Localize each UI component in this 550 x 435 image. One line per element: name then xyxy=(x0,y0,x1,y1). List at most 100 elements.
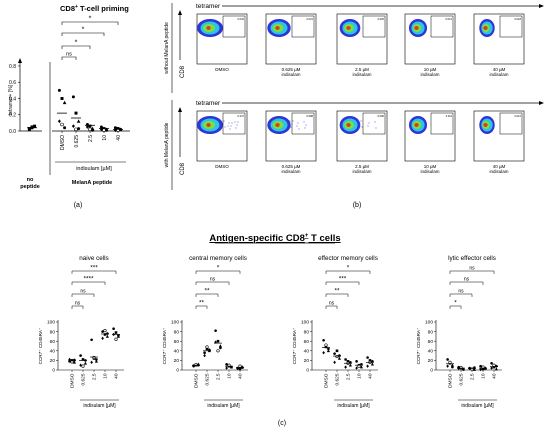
data-point xyxy=(238,364,242,368)
flow-plot: 0.272 DMSO xyxy=(196,110,248,169)
gate-value: 0.272 xyxy=(238,114,245,118)
row1-cd8-label: CD8 xyxy=(180,65,186,78)
x-tick-label: 40 xyxy=(238,373,244,379)
gate-value: 0.032 xyxy=(238,17,245,21)
significance-label: * xyxy=(75,40,78,47)
density-core xyxy=(275,123,280,127)
data-point xyxy=(219,346,222,350)
subplot-xlabel: indisulam [µM] xyxy=(83,403,116,409)
x-tick-label: 2.5 xyxy=(88,135,94,142)
data-point xyxy=(101,330,104,333)
significance-label: ns xyxy=(75,301,81,307)
event-dot xyxy=(220,120,222,122)
data-point xyxy=(348,363,352,367)
data-point xyxy=(462,368,465,371)
row2-tetramer-arrowhead xyxy=(539,101,544,105)
data-point xyxy=(225,362,228,366)
x-tick-label: 40 xyxy=(492,373,498,379)
data-point xyxy=(335,349,339,353)
event-dot xyxy=(289,120,291,122)
data-point xyxy=(57,119,61,124)
x-tick-label: 2.5 xyxy=(470,373,476,380)
panel-b-caption: (b) xyxy=(353,202,362,209)
subplot-title: naive cells xyxy=(79,255,108,262)
row2-side-label: with MelanA peptide xyxy=(164,122,170,167)
data-point xyxy=(194,363,198,367)
group-no-peptide-line2: peptide xyxy=(20,184,40,190)
significance-label: *** xyxy=(90,265,98,272)
significance-label: ns xyxy=(66,52,72,58)
row2-tetramer-label: tetramer xyxy=(196,100,221,107)
data-point xyxy=(335,354,339,359)
event-dot xyxy=(304,127,306,129)
x-tick-label: 0.625 xyxy=(81,373,87,385)
data-point xyxy=(216,339,220,343)
data-point xyxy=(192,363,195,368)
event-dot xyxy=(297,122,299,124)
significance-label: ** xyxy=(199,300,205,307)
event-dot xyxy=(230,125,232,127)
y-tick-label: 0.6 xyxy=(9,80,16,86)
density-core xyxy=(483,123,488,127)
significance-label: ns xyxy=(458,289,464,295)
panel-c-heading-main: Antigen-specific CD8 xyxy=(209,233,305,244)
panel-a-title-rest: T-cell priming xyxy=(78,4,129,13)
event-dot xyxy=(224,126,226,128)
density-core xyxy=(275,26,280,30)
condition-label: DMSO xyxy=(215,67,229,72)
data-point xyxy=(472,367,476,371)
data-point xyxy=(479,364,482,368)
data-point xyxy=(205,347,209,351)
subplot-title: central memory cells xyxy=(189,255,247,262)
subplot-title: lytic effector cells xyxy=(448,255,496,262)
event-dot xyxy=(290,126,292,128)
significance-bracket xyxy=(71,270,117,274)
condition-drug-label: indisulam xyxy=(352,169,371,174)
significance-label: * xyxy=(89,16,92,23)
x-tick-label: 40 xyxy=(114,373,120,379)
tetramer-gate xyxy=(362,15,386,38)
data-point xyxy=(81,364,85,368)
subplot-ylabel: CCR7⁺ CD45RA⁺ xyxy=(38,327,43,364)
condition-label: 0.625 µM xyxy=(282,164,301,169)
data-point xyxy=(72,360,76,364)
y-tick-label: 60 xyxy=(304,339,310,345)
data-point xyxy=(203,353,206,358)
event-dot xyxy=(375,127,377,129)
density-core xyxy=(206,26,211,30)
data-point xyxy=(74,127,78,132)
y-tick-label: 20 xyxy=(428,358,434,364)
data-point xyxy=(448,360,452,364)
condition-label: 40 µM xyxy=(493,164,506,169)
gate-value: 0.011 xyxy=(446,114,453,118)
tetramer-gate xyxy=(222,15,246,38)
data-point xyxy=(88,127,92,132)
data-point xyxy=(114,331,118,334)
data-point xyxy=(238,367,242,371)
data-point xyxy=(81,358,85,361)
condition-drug-label: indisulam xyxy=(352,72,371,77)
data-point xyxy=(338,354,341,357)
y-tick-label: 0.4 xyxy=(9,96,16,102)
panel-b: without MelanA peptide with MelanA pepti… xyxy=(164,3,544,209)
significance-bracket xyxy=(325,270,371,274)
panel-a-ylabel: tetramer+ [%] xyxy=(8,84,14,115)
row1-side-label: without MelanA peptide xyxy=(164,22,170,74)
density-core xyxy=(483,26,488,30)
y-tick-label: 0 xyxy=(306,368,309,374)
event-dot xyxy=(231,122,233,124)
data-point xyxy=(62,100,67,105)
data-point xyxy=(71,124,75,129)
x-tick-label: DMSO xyxy=(194,373,200,388)
data-point xyxy=(27,127,31,131)
data-point xyxy=(74,111,78,115)
panel-a-title: CD8 xyxy=(60,4,75,13)
density-core xyxy=(414,26,419,30)
data-point xyxy=(214,329,217,332)
data-point xyxy=(333,360,336,365)
data-point xyxy=(492,365,496,369)
gate-value: 0.088 xyxy=(307,114,314,118)
